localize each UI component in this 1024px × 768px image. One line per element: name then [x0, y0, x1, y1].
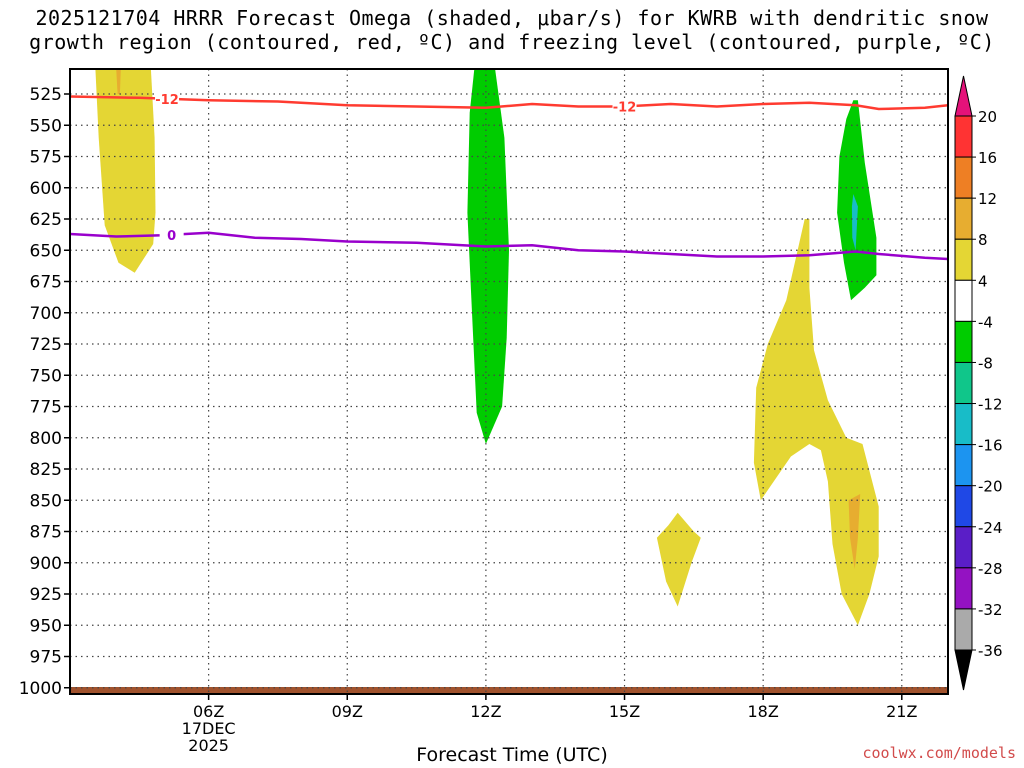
y-tick-label-800: 800	[30, 429, 62, 449]
colorbar-label-3: 12	[978, 190, 997, 208]
surface-strip	[70, 687, 948, 694]
y-tick-label-750: 750	[30, 366, 62, 386]
y-tick-label-875: 875	[30, 523, 62, 543]
contour-label-3: 0	[167, 229, 176, 244]
y-tick-label-900: 900	[30, 554, 62, 574]
contour-label-bg-1	[155, 91, 180, 106]
colorbar-segment-12	[954, 567, 973, 610]
x-axis-label: Forecast Time (UTC)	[416, 744, 608, 766]
y-axis: 525 550 575 600 625 650 675 700 725 750 775 800 825 8…	[19, 85, 70, 699]
shaded-region-2	[116, 69, 121, 94]
colorbar-label-11: -24	[978, 519, 1003, 537]
colorbar-label-9: -16	[978, 437, 1003, 455]
shaded-region-3	[467, 69, 509, 444]
colorbar-label-10: -20	[978, 478, 1003, 496]
y-tick-label-775: 775	[30, 398, 62, 418]
x-date-label-2: 2025	[188, 736, 229, 755]
colorbar-label-8: -12	[978, 396, 1003, 414]
contour-label-bg-3	[159, 227, 184, 242]
shaded-region-6	[848, 494, 861, 569]
y-tick-label-1000: 1000	[19, 679, 62, 699]
x-tick-label-18: 18Z	[747, 702, 778, 721]
plot-border	[69, 68, 949, 695]
colorbar-segment-6	[954, 320, 973, 363]
x-tick-label-21: 21Z	[886, 702, 917, 721]
shaded-region-8	[851, 194, 858, 251]
y-tick-label-525: 525	[30, 85, 62, 105]
shaded-omega-layer	[70, 69, 948, 694]
colorbar-label-7: -8	[978, 354, 993, 372]
colorbar: 20 16 12 8 4 -4 -8 -12 -16 -20 -24 -28 -32 -36	[954, 75, 1003, 691]
colorbar-label-12: -28	[978, 560, 1003, 578]
colorbar-bottom-arrow	[954, 649, 973, 691]
gridlines	[70, 69, 948, 694]
y-tick-label-950: 950	[30, 616, 62, 636]
x-tick-label-15: 15Z	[609, 702, 640, 721]
y-tick-label-625: 625	[30, 210, 62, 230]
colorbar-label-6: -4	[978, 313, 993, 331]
contour-label-1: -12	[155, 93, 179, 108]
colorbar-label-2: 16	[978, 149, 997, 167]
y-tick-label-675: 675	[30, 273, 62, 293]
y-tick-label-825: 825	[30, 460, 62, 480]
colorbar-segment-11	[954, 526, 973, 569]
contour-line-2	[70, 231, 948, 261]
x-tick-label-6: 06Z	[193, 702, 224, 721]
colorbar-segment-5	[954, 279, 973, 322]
y-tick-label-925: 925	[30, 585, 62, 605]
x-tick-label-9: 09Z	[332, 702, 363, 721]
colorbar-segment-3	[954, 197, 973, 240]
colorbar-segment-9	[954, 444, 973, 487]
colorbar-top-arrow	[954, 75, 973, 117]
shaded-region-5	[753, 219, 879, 626]
colorbar-label-14: -36	[978, 642, 1003, 660]
colorbar-segment-2	[954, 156, 973, 199]
y-tick-label-575: 575	[30, 148, 62, 168]
colorbar-segment-13	[954, 608, 973, 651]
contour-layer: -12 -12 0	[70, 91, 948, 261]
contour-label-bg-2	[612, 99, 637, 114]
y-tick-label-650: 650	[30, 241, 62, 261]
colorbar-segment-10	[954, 485, 973, 528]
y-tick-label-550: 550	[30, 116, 62, 136]
y-tick-label-700: 700	[30, 304, 62, 324]
y-tick-label-725: 725	[30, 335, 62, 355]
shaded-region-1	[95, 69, 156, 273]
colorbar-label-5: 4	[978, 272, 988, 290]
shaded-region-7	[837, 100, 877, 301]
y-tick-label-600: 600	[30, 179, 62, 199]
chart-title: 2025121704 HRRR Forecast Omega (shaded, …	[0, 6, 1024, 54]
contour-line-1	[70, 95, 948, 111]
contour-label-2: -12	[613, 101, 637, 116]
chart-title-line-1: 2025121704 HRRR Forecast Omega (shaded, …	[35, 6, 989, 30]
colorbar-segment-4	[954, 238, 973, 281]
colorbar-label-1: 20	[978, 108, 997, 126]
x-date-label-1: 17DEC	[182, 719, 236, 738]
x-tick-label-12: 12Z	[470, 702, 501, 721]
colorbar-segment-7	[954, 361, 973, 405]
shaded-region-4	[656, 512, 701, 607]
colorbar-segment-1	[954, 115, 973, 158]
colorbar-segment-8	[954, 403, 973, 446]
plot-frame	[69, 68, 949, 695]
colorbar-label-13: -32	[978, 601, 1003, 619]
y-tick-label-850: 850	[30, 491, 62, 511]
colorbar-label-4: 8	[978, 231, 988, 249]
chart-title-line-2: growth region (contoured, red, ºC) and f…	[29, 30, 995, 54]
y-tick-label-975: 975	[30, 648, 62, 668]
watermark: coolwx.com/models	[862, 744, 1016, 762]
